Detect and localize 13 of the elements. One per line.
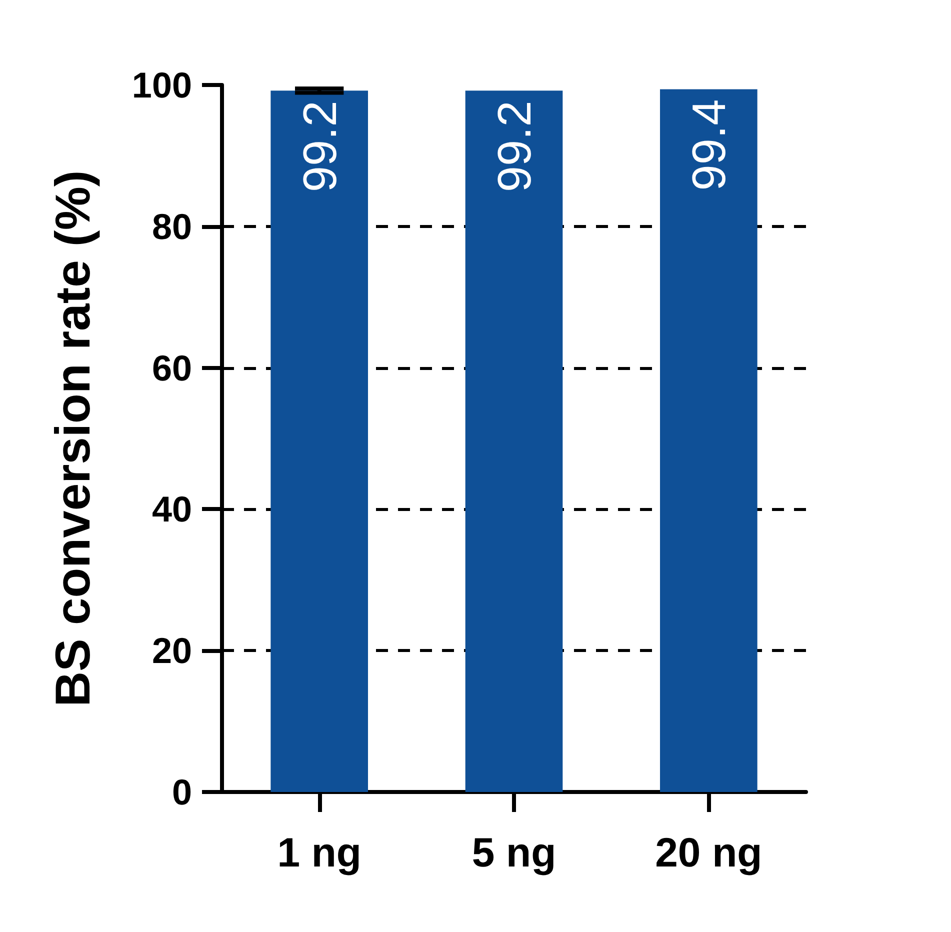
- y-tick-label: 20: [152, 630, 192, 672]
- data-label: 99.2: [488, 100, 540, 192]
- y-tick-label: 40: [152, 488, 192, 530]
- data-label: 99.4: [682, 99, 736, 191]
- x-tick-label: 1 ng: [277, 830, 362, 876]
- x-tick-label: 20 ng: [655, 830, 762, 876]
- y-axis-title: BS conversion rate (%): [46, 170, 100, 707]
- x-tick-label: 5 ng: [472, 830, 556, 876]
- y-tick-label: 0: [172, 772, 192, 812]
- y-tick-label: 60: [152, 347, 192, 388]
- y-tick-label: 80: [152, 206, 192, 247]
- y-tick-label: 100: [132, 64, 192, 106]
- data-label: 99.2: [292, 100, 346, 192]
